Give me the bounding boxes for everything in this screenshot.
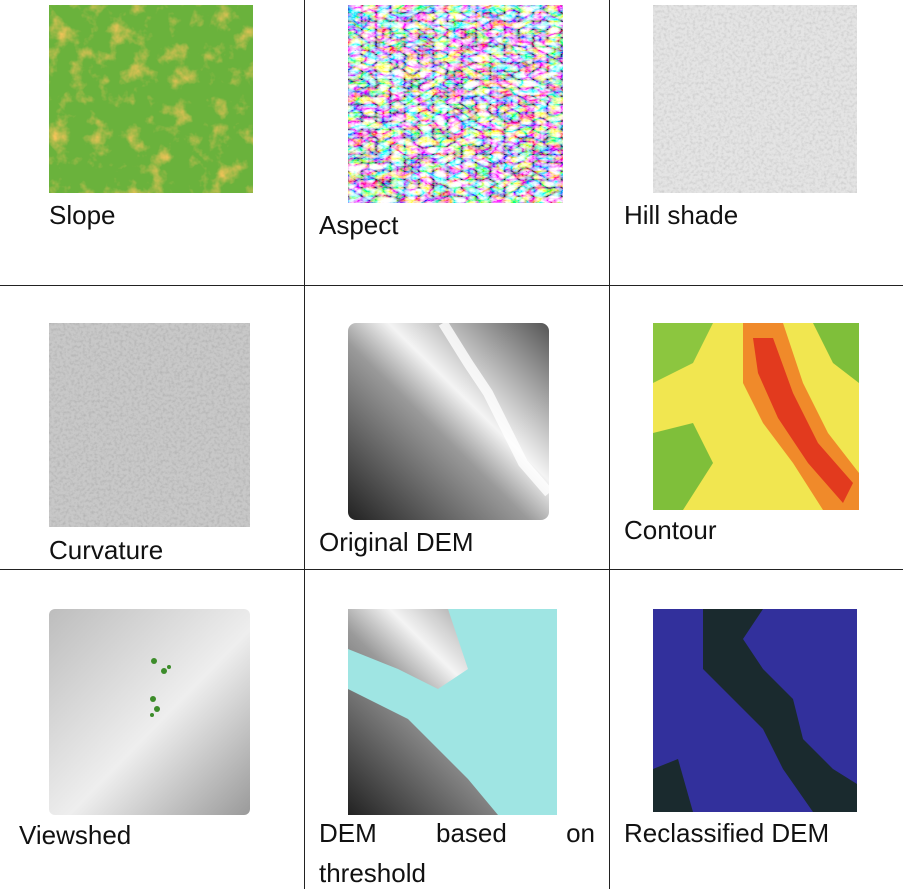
aspect-image <box>348 5 563 203</box>
original-dem-image <box>348 323 549 520</box>
cell-label: Reclassified DEM <box>624 813 829 853</box>
cell-label: Original DEM <box>319 522 474 562</box>
contour-image <box>653 323 859 510</box>
viewshed-image <box>49 609 250 815</box>
hillshade-image <box>653 5 857 193</box>
cell-divider <box>304 0 305 889</box>
curvature-image <box>49 323 250 527</box>
reclassified-dem-image <box>653 609 857 812</box>
cell-divider <box>0 285 903 286</box>
cell-label: Curvature <box>49 530 163 570</box>
cell-label: Hill shade <box>624 195 738 235</box>
cell-label: Viewshed <box>19 815 131 855</box>
slope-image <box>49 5 253 193</box>
cell-label: Slope <box>49 195 116 235</box>
threshold-dem-image <box>348 609 557 815</box>
cell-label: Contour <box>624 510 717 550</box>
figure-grid: Slope Aspect Hill shade Curvature Origin… <box>0 0 903 889</box>
cell-divider <box>609 0 610 889</box>
cell-label: Aspect <box>319 205 399 245</box>
cell-label: DEM based on threshold <box>319 813 595 889</box>
